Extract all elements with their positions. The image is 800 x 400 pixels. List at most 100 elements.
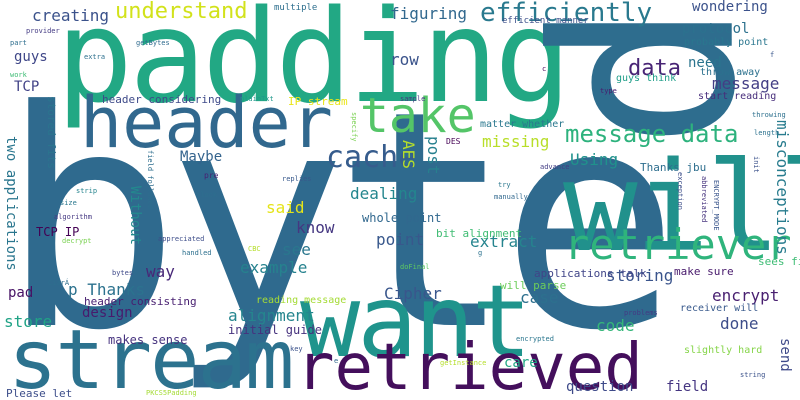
cloud-word: g: [478, 249, 483, 257]
cloud-word: store: [4, 312, 53, 331]
cloud-word: retriever: [564, 220, 792, 269]
cloud-word: algorithm: [54, 213, 92, 221]
cloud-word: f: [770, 51, 775, 59]
cloud-word: storing: [606, 266, 674, 285]
cloud-word: CiarÁ: [48, 279, 70, 287]
cloud-word: send: [777, 338, 793, 372]
cloud-word: protocol: [682, 21, 750, 37]
cloud-word: PKCS5Padding: [146, 389, 197, 397]
cloud-word: decrypt: [62, 237, 92, 245]
cloud-word: key: [290, 345, 303, 353]
cloud-word: Using: [570, 150, 619, 169]
cloud-word: will parse: [500, 279, 567, 292]
cloud-word: start reading: [698, 91, 777, 102]
cloud-word: IP stream: [288, 95, 348, 108]
cloud-word: e: [334, 357, 339, 365]
cloud-word: makes sense: [108, 333, 188, 347]
cloud-word: case: [520, 288, 559, 307]
cloud-word: manually: [494, 193, 528, 201]
cloud-word: c: [542, 65, 547, 73]
cloud-word: CBC: [248, 245, 261, 253]
cloud-word: whole point: [362, 211, 442, 225]
cloud-word: provider: [26, 27, 60, 35]
cloud-word: DES: [446, 137, 461, 146]
cloud-word: reading message: [256, 295, 347, 306]
cloud-word: way: [146, 262, 175, 281]
cloud-word: padding: [56, 0, 571, 132]
cloud-word: post: [424, 136, 443, 175]
cloud-word: doFinal: [400, 263, 430, 271]
cloud-word: field followed: [146, 150, 154, 210]
cloud-word: work: [10, 71, 27, 79]
cloud-word: replies: [282, 175, 312, 183]
cloud-word: handled: [182, 249, 212, 257]
cloud-word: retrieved: [296, 331, 643, 400]
cloud-word: point: [376, 230, 425, 249]
cloud-word: part: [10, 39, 27, 47]
cloud-word: throw away: [700, 67, 761, 78]
cloud-word: throwing: [752, 111, 786, 119]
cloud-word: exception: [676, 172, 684, 210]
cloud-word: Thanks jbu: [640, 161, 707, 174]
cloud-word: TCP: [14, 79, 40, 95]
cloud-word: problems: [624, 309, 658, 317]
cloud-word: two applications: [3, 136, 19, 271]
cloud-word: code: [596, 316, 635, 335]
cloud-word: string: [740, 371, 766, 379]
cloud-word: Please let: [6, 387, 73, 400]
cloud-word: make sure: [674, 265, 734, 278]
cloud-word: pre: [204, 171, 219, 180]
cloud-word: figuring: [390, 4, 468, 23]
cloud-word: cache: [326, 140, 417, 175]
cloud-word: extract: [470, 232, 538, 251]
cloud-word: byte: [0, 47, 680, 396]
cloud-word: length: [754, 129, 780, 137]
cloud-word: dealing: [350, 184, 418, 203]
cloud-word: applications talk: [534, 267, 647, 280]
cloud-word: TCP IP: [36, 225, 80, 239]
cloud-word: guys think: [616, 73, 677, 84]
cloud-word: message data: [565, 120, 739, 148]
cloud-word: AES: [399, 140, 418, 169]
cloud-word: plainTxt: [240, 95, 274, 103]
cloud-word: encrypt: [712, 286, 780, 305]
cloud-word: need: [688, 55, 722, 71]
cloud-word: initial guide: [228, 323, 322, 337]
cloud-word: header consisting: [84, 295, 197, 308]
cloud-word: probably point: [684, 37, 769, 48]
cloud-word: field: [666, 379, 709, 395]
cloud-word: Cipher: [384, 284, 442, 303]
cloud-word: alignment: [228, 306, 315, 325]
cloud-word: try: [498, 181, 511, 189]
cloud-word: efficient manner: [502, 16, 589, 26]
cloud-word: bytes: [112, 269, 134, 277]
cloud-word: said: [266, 198, 305, 217]
cloud-word: header considering: [102, 93, 222, 106]
cloud-word: receiver will: [680, 303, 759, 314]
cloud-word: question: [566, 379, 634, 395]
cloud-word: missing: [482, 132, 550, 151]
cloud-word: row: [390, 50, 419, 69]
cloud-word: header: [80, 82, 333, 164]
cloud-word: type: [600, 87, 617, 95]
cloud-word: matter whether: [480, 119, 565, 130]
cloud-word: multiple: [274, 3, 318, 13]
cloud-word: misconceptions: [773, 120, 792, 255]
cloud-word: done: [720, 314, 759, 333]
cloud-word: slightly hard: [684, 345, 763, 356]
cloud-word: getInstance: [440, 359, 487, 367]
cloud-word: strip: [76, 187, 98, 195]
cloud-word: sees fit: [758, 255, 800, 268]
cloud-word: p: [536, 0, 800, 151]
cloud-word: care: [504, 355, 538, 371]
cloud-word: message: [712, 74, 780, 93]
cloud-word: see: [282, 240, 311, 259]
cloud-word: guys: [14, 49, 48, 65]
cloud-word: take: [360, 88, 476, 144]
cloud-word: data: [628, 56, 681, 81]
cloud-word: advance: [540, 163, 570, 171]
cloud-word: p Thanks: [68, 280, 146, 299]
cloud-word: bit alignment: [436, 227, 523, 240]
cloud-word: pad: [8, 285, 34, 301]
cloud-word: extra: [84, 53, 106, 61]
